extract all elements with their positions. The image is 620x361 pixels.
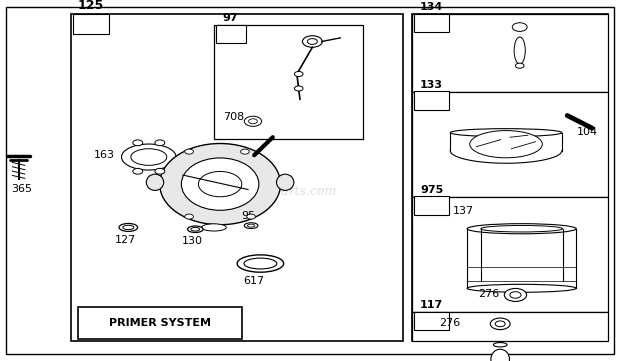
Text: 163: 163 [94, 150, 115, 160]
Ellipse shape [123, 225, 134, 230]
Bar [73, 14, 109, 34]
Text: 130: 130 [182, 236, 203, 246]
Text: 134: 134 [420, 2, 443, 12]
Ellipse shape [244, 223, 258, 229]
Bar [71, 14, 403, 341]
Bar [78, 307, 242, 339]
Bar [216, 25, 246, 43]
Circle shape [249, 119, 257, 124]
Text: 104: 104 [577, 127, 598, 137]
Ellipse shape [467, 284, 576, 292]
Circle shape [294, 86, 303, 91]
Circle shape [133, 140, 143, 146]
Circle shape [490, 318, 510, 330]
Circle shape [308, 39, 317, 44]
Text: 117: 117 [420, 300, 443, 310]
Bar [414, 14, 449, 32]
Bar [412, 312, 608, 341]
Text: eReplacementParts.com: eReplacementParts.com [184, 185, 337, 198]
Circle shape [512, 23, 527, 31]
Text: 617: 617 [244, 276, 265, 286]
Bar [414, 312, 449, 330]
Circle shape [155, 168, 165, 174]
Circle shape [185, 149, 193, 154]
Ellipse shape [122, 144, 176, 170]
Text: 125: 125 [78, 0, 104, 12]
Ellipse shape [277, 174, 294, 191]
Text: 276: 276 [438, 318, 460, 328]
Bar [214, 25, 363, 139]
Text: 276: 276 [478, 289, 499, 299]
Text: 127: 127 [115, 235, 136, 245]
Ellipse shape [202, 224, 226, 231]
Text: 95: 95 [241, 211, 255, 221]
Ellipse shape [514, 37, 525, 64]
Circle shape [155, 140, 165, 146]
Text: 97: 97 [223, 13, 239, 23]
Text: PRIMER SYSTEM: PRIMER SYSTEM [108, 318, 211, 328]
Bar [412, 92, 608, 197]
Ellipse shape [491, 349, 510, 361]
Ellipse shape [244, 258, 277, 269]
Circle shape [510, 292, 521, 298]
Circle shape [244, 116, 262, 126]
Ellipse shape [146, 174, 164, 191]
Bar [412, 197, 608, 312]
Bar [412, 14, 608, 92]
Text: 137: 137 [453, 206, 474, 216]
Ellipse shape [198, 171, 242, 197]
Ellipse shape [247, 224, 255, 227]
Ellipse shape [119, 223, 138, 231]
Circle shape [247, 214, 255, 219]
Ellipse shape [494, 343, 507, 347]
Circle shape [504, 288, 526, 301]
Ellipse shape [480, 226, 562, 232]
Ellipse shape [159, 143, 280, 225]
Bar [414, 196, 449, 215]
Bar [412, 14, 608, 341]
Text: 975: 975 [420, 184, 443, 195]
Text: 708: 708 [223, 112, 244, 122]
Text: 365: 365 [11, 184, 32, 194]
Ellipse shape [467, 224, 576, 234]
Ellipse shape [237, 255, 283, 272]
Circle shape [515, 63, 524, 68]
Ellipse shape [450, 129, 562, 136]
Ellipse shape [181, 158, 259, 210]
Circle shape [133, 168, 143, 174]
Ellipse shape [470, 131, 542, 158]
Circle shape [185, 214, 193, 219]
Circle shape [495, 321, 505, 327]
Circle shape [241, 149, 249, 154]
Ellipse shape [187, 226, 203, 232]
Bar [414, 91, 449, 110]
Ellipse shape [191, 227, 200, 231]
Circle shape [303, 36, 322, 47]
Text: 133: 133 [420, 80, 443, 90]
Ellipse shape [131, 149, 167, 165]
Circle shape [294, 71, 303, 77]
